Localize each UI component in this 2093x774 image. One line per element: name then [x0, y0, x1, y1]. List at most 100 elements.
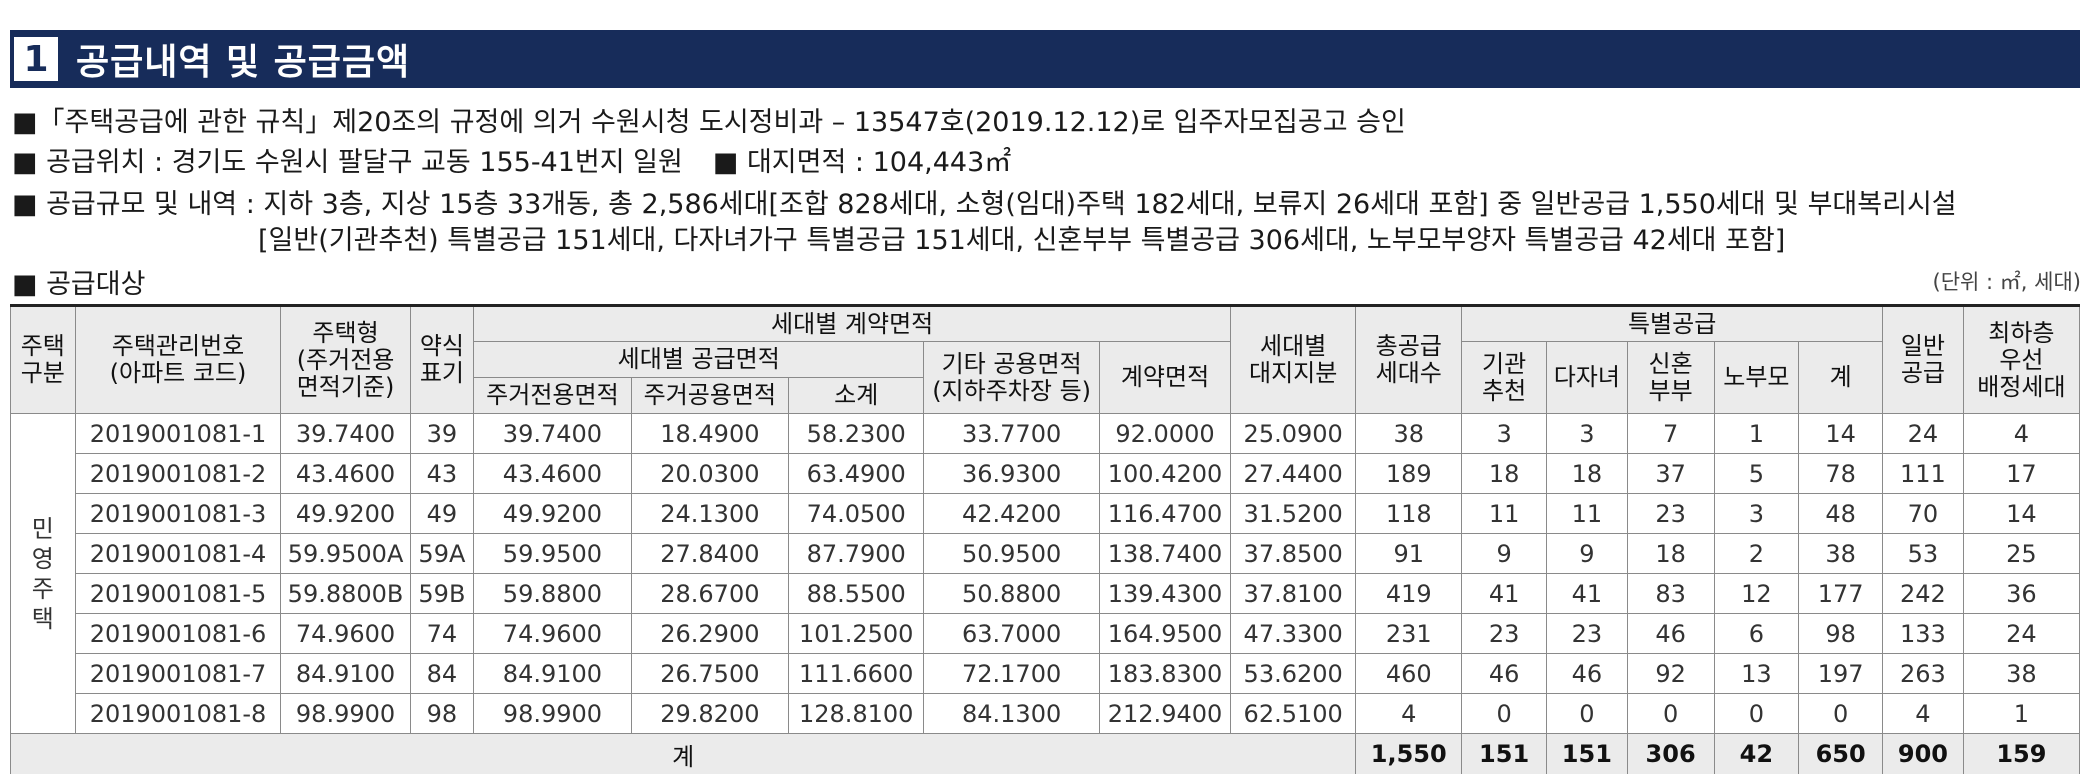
table-cell: 59A	[410, 534, 474, 574]
table-cell: 177	[1799, 574, 1883, 614]
table-cell: 91	[1356, 534, 1462, 574]
total-value: 159	[1963, 734, 2079, 774]
table-cell: 2019001081-1	[75, 414, 281, 454]
col-housing-class: 주택 구분	[11, 306, 76, 414]
table-cell: 92	[1627, 654, 1714, 694]
table-cell: 47.3300	[1231, 614, 1356, 654]
table-cell: 63.7000	[924, 614, 1100, 654]
table-cell: 43.4600	[281, 454, 410, 494]
table-cell: 18	[1627, 534, 1714, 574]
table-cell: 24	[1963, 614, 2079, 654]
table-cell: 11	[1546, 494, 1627, 534]
table-cell: 242	[1883, 574, 1964, 614]
table-cell: 5	[1714, 454, 1799, 494]
supply-table: 주택 구분 주택관리번호 (아파트 코드) 주택형 (주거전용 면적기준) 약식…	[10, 304, 2080, 774]
row-group-label: 민 영 주 택	[11, 414, 76, 734]
total-label: 계	[11, 734, 1356, 774]
table-cell: 39.7400	[281, 414, 410, 454]
total-value: 1,550	[1356, 734, 1462, 774]
table-cell: 3	[1546, 414, 1627, 454]
table-cell: 24.1300	[631, 494, 788, 534]
table-cell: 14	[1799, 414, 1883, 454]
table-cell: 74.0500	[789, 494, 924, 534]
scale-note-detail: [일반(기관추천) 특별공급 151세대, 다자녀가구 특별공급 151세대, …	[258, 218, 1785, 257]
table-cell: 2019001081-3	[75, 494, 281, 534]
table-cell: 17	[1963, 454, 2079, 494]
table-cell: 39.7400	[474, 414, 631, 454]
table-cell: 7	[1627, 414, 1714, 454]
table-cell: 37.8500	[1231, 534, 1356, 574]
table-cell: 6	[1714, 614, 1799, 654]
table-cell: 128.8100	[789, 694, 924, 734]
scale-note: ■ 공급규모 및 내역 : 지하 3층, 지상 15층 33개동, 총 2,58…	[12, 182, 1957, 221]
table-cell: 63.4900	[789, 454, 924, 494]
table-cell: 4	[1883, 694, 1964, 734]
table-cell: 25.0900	[1231, 414, 1356, 454]
location-note: ■ 공급위치 : 경기도 수원시 팔달구 교동 155-41번지 일원■ 대지면…	[12, 140, 1011, 179]
section-title: 공급내역 및 공급금액	[76, 33, 410, 85]
table-cell: 111	[1883, 454, 1964, 494]
land-area: ■ 대지면적 : 104,443㎡	[713, 147, 1011, 178]
supply-target-label: ■ 공급대상	[12, 262, 145, 301]
table-cell: 460	[1356, 654, 1462, 694]
table-cell: 189	[1356, 454, 1462, 494]
table-cell: 18.4900	[631, 414, 788, 454]
col-institution: 기관 추천	[1462, 342, 1547, 414]
table-cell: 20.0300	[631, 454, 788, 494]
table-cell: 92.0000	[1099, 414, 1230, 454]
table-cell: 29.8200	[631, 694, 788, 734]
table-cell: 2019001081-4	[75, 534, 281, 574]
table-cell: 41	[1546, 574, 1627, 614]
col-elderly: 노부모	[1714, 342, 1799, 414]
table-cell: 183.8300	[1099, 654, 1230, 694]
table-cell: 26.7500	[631, 654, 788, 694]
table-cell: 13	[1714, 654, 1799, 694]
col-general: 일반 공급	[1883, 306, 1964, 414]
table-cell: 43.4600	[474, 454, 631, 494]
table-cell: 1	[1963, 694, 2079, 734]
table-cell: 27.4400	[1231, 454, 1356, 494]
table-cell: 0	[1462, 694, 1547, 734]
table-cell: 18	[1462, 454, 1547, 494]
table-cell: 84.1300	[924, 694, 1100, 734]
table-cell: 37	[1627, 454, 1714, 494]
table-cell: 36.9300	[924, 454, 1100, 494]
table-cell: 98.9900	[281, 694, 410, 734]
total-value: 900	[1883, 734, 1964, 774]
col-special-sum: 계	[1799, 342, 1883, 414]
col-mgmt-no: 주택관리번호 (아파트 코드)	[75, 306, 281, 414]
table-cell: 0	[1627, 694, 1714, 734]
table-cell: 59B	[410, 574, 474, 614]
col-group-supply-area: 세대별 공급면적	[474, 342, 924, 378]
table-cell: 2019001081-2	[75, 454, 281, 494]
table-cell: 98.9900	[474, 694, 631, 734]
table-cell: 50.8800	[924, 574, 1100, 614]
table-cell: 84.9100	[281, 654, 410, 694]
table-cell: 23	[1462, 614, 1547, 654]
table-cell: 164.9500	[1099, 614, 1230, 654]
table-cell: 37.8100	[1231, 574, 1356, 614]
table-cell: 36	[1963, 574, 2079, 614]
table-cell: 33.7700	[924, 414, 1100, 454]
col-total-units: 총공급 세대수	[1356, 306, 1462, 414]
table-cell: 0	[1714, 694, 1799, 734]
table-cell: 1	[1714, 414, 1799, 454]
col-group-contract-area: 세대별 계약면적	[474, 306, 1231, 342]
table-cell: 46	[1546, 654, 1627, 694]
table-cell: 42.4200	[924, 494, 1100, 534]
table-cell: 59.9500A	[281, 534, 410, 574]
table-cell: 18	[1546, 454, 1627, 494]
col-newlywed: 신혼 부부	[1627, 342, 1714, 414]
table-cell: 133	[1883, 614, 1964, 654]
table-cell: 48	[1799, 494, 1883, 534]
table-cell: 59.8800	[474, 574, 631, 614]
